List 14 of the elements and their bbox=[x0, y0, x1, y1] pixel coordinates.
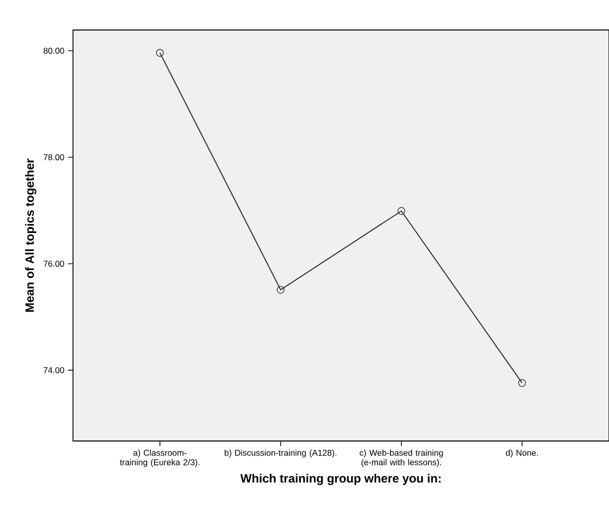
point bbox=[156, 49, 164, 57]
y-axis-title: Mean of All topics together bbox=[25, 158, 36, 312]
point bbox=[276, 286, 284, 294]
x-tick-label: c) Web-based training (e-mail with lessons). bbox=[360, 450, 443, 467]
point bbox=[398, 207, 406, 215]
y-tick-label: 78.00 bbox=[44, 154, 64, 160]
point bbox=[518, 379, 526, 387]
x-tick-label: a) Classroom-training (Eureka 2/3). bbox=[120, 450, 200, 467]
y-tick-label: 76.00 bbox=[44, 260, 64, 267]
y-tick-label: 80.00 bbox=[44, 48, 64, 54]
x-axis-title: Which training group where you in: bbox=[240, 474, 441, 486]
x-tick-label: d) None. bbox=[506, 450, 538, 458]
x-tick-label: b) Discussion-training (A128). bbox=[224, 450, 336, 458]
y-tick-label: 74.00 bbox=[44, 367, 64, 374]
